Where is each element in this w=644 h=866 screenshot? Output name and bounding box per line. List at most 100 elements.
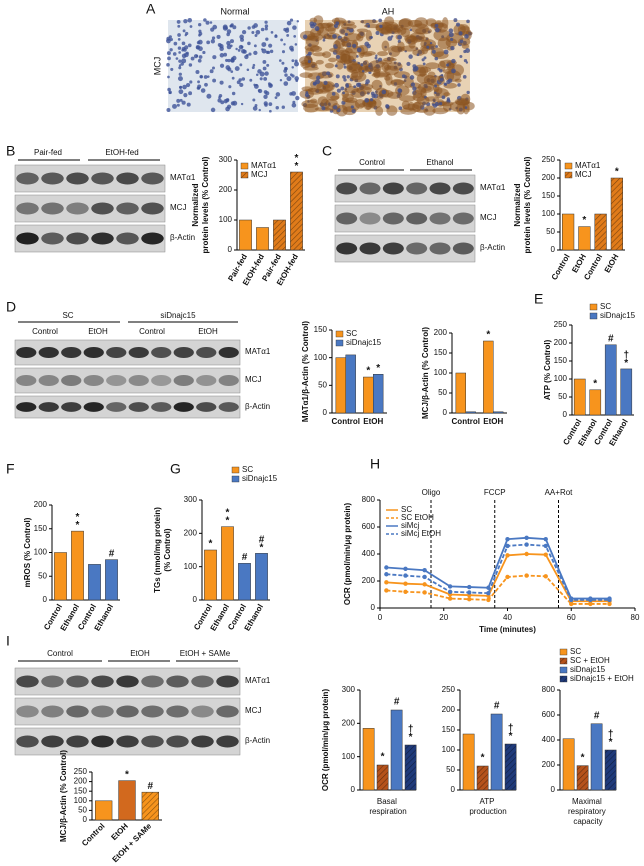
nucleus xyxy=(203,18,207,22)
group-label: EtOH + SAMe xyxy=(180,649,231,658)
stain xyxy=(424,96,440,102)
band xyxy=(106,347,127,358)
y-tick-label: 0 xyxy=(443,408,448,417)
nucleus xyxy=(293,34,297,38)
nucleus xyxy=(176,103,180,107)
stain xyxy=(342,93,354,103)
stain xyxy=(376,95,384,100)
stain xyxy=(330,95,340,100)
y-tick-label: 200 xyxy=(74,777,88,786)
nucleus xyxy=(253,23,258,28)
legend-swatch xyxy=(335,330,344,338)
significance: # xyxy=(148,781,154,792)
nucleus xyxy=(291,91,296,96)
bar xyxy=(204,549,217,601)
band xyxy=(141,675,164,688)
nucleus xyxy=(390,35,394,38)
nucleus xyxy=(240,102,244,106)
band xyxy=(66,705,89,718)
band xyxy=(173,347,194,358)
legend-swatch xyxy=(335,339,344,347)
nucleus xyxy=(265,50,269,54)
nucleus xyxy=(422,62,426,66)
nucleus xyxy=(237,48,241,52)
legend-swatch xyxy=(559,648,568,656)
nucleus xyxy=(346,75,350,79)
nucleus xyxy=(284,28,290,33)
x-tick-label: 80 xyxy=(631,613,640,622)
stain xyxy=(414,17,429,29)
nucleus xyxy=(265,91,270,96)
nucleus xyxy=(408,54,413,59)
nucleus xyxy=(178,64,182,67)
nucleus xyxy=(426,45,430,49)
nucleus xyxy=(195,54,199,58)
band xyxy=(128,347,149,358)
nucleus xyxy=(230,44,233,47)
stain xyxy=(425,62,440,70)
nucleus xyxy=(183,19,188,24)
y-tick-label: 100 xyxy=(542,209,556,218)
band xyxy=(116,705,139,718)
nucleus xyxy=(227,67,232,72)
nucleus xyxy=(457,83,461,87)
nucleus xyxy=(401,74,406,79)
nucleus xyxy=(423,56,427,60)
nucleus xyxy=(269,109,272,113)
y-axis-label: protein levels (% Control) xyxy=(523,156,532,253)
row-label: MCJ xyxy=(245,375,261,384)
bar xyxy=(573,378,586,416)
nucleus xyxy=(189,25,193,28)
significance: # xyxy=(242,552,248,563)
nucleus xyxy=(312,22,317,27)
bar xyxy=(490,713,503,791)
nucleus xyxy=(263,76,268,81)
stain xyxy=(371,79,383,91)
y-tick-label: 300 xyxy=(184,495,198,504)
nucleus xyxy=(361,69,365,73)
blot-row xyxy=(334,234,476,263)
bar xyxy=(95,800,113,821)
nucleus xyxy=(446,97,450,101)
legend-label: siMcj EtOH xyxy=(401,529,441,538)
stain xyxy=(442,101,452,112)
y-tick-label: 200 xyxy=(362,576,376,585)
nucleus xyxy=(188,63,193,67)
band xyxy=(38,402,59,412)
nucleus xyxy=(263,101,268,106)
nucleus xyxy=(210,27,215,32)
band xyxy=(191,675,214,688)
nucleus xyxy=(292,100,296,104)
significance: † * xyxy=(508,723,514,742)
y-tick-label: 100 xyxy=(342,752,356,761)
band xyxy=(128,402,149,412)
stain xyxy=(325,98,338,107)
band xyxy=(106,375,127,386)
stain xyxy=(386,105,398,116)
point xyxy=(543,536,548,542)
nucleus xyxy=(466,19,470,24)
stain xyxy=(384,24,400,34)
nucleus xyxy=(451,68,456,74)
y-tick-label: 200 xyxy=(542,760,556,769)
lane-label: EtOH xyxy=(198,327,218,336)
point xyxy=(422,568,427,573)
y-tick-label: 600 xyxy=(542,710,556,719)
nucleus xyxy=(184,45,189,50)
nucleus xyxy=(284,73,288,77)
band xyxy=(91,735,114,748)
y-tick-label: 800 xyxy=(362,495,376,504)
stain xyxy=(346,60,358,73)
series-line xyxy=(386,553,610,603)
legend-label: SC xyxy=(600,302,611,311)
nucleus xyxy=(256,73,259,76)
y-tick-label: 150 xyxy=(34,524,48,533)
nucleus xyxy=(274,96,278,99)
band xyxy=(116,232,139,245)
bar xyxy=(604,749,617,791)
nucleus xyxy=(257,69,262,74)
band xyxy=(218,375,239,386)
point xyxy=(403,566,408,572)
point xyxy=(524,535,529,540)
bar xyxy=(604,344,617,416)
